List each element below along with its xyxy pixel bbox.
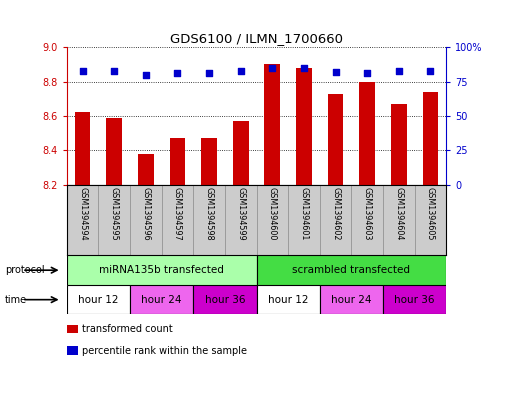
Bar bbox=[138, 154, 154, 185]
Text: hour 36: hour 36 bbox=[205, 295, 245, 305]
Bar bbox=[169, 138, 185, 185]
Bar bbox=[391, 104, 407, 185]
Bar bbox=[256, 285, 320, 314]
Bar bbox=[383, 285, 446, 314]
Bar bbox=[106, 118, 122, 185]
Text: GSM1394603: GSM1394603 bbox=[363, 187, 372, 240]
Point bbox=[205, 70, 213, 77]
Text: GSM1394599: GSM1394599 bbox=[236, 187, 245, 241]
Bar bbox=[201, 138, 217, 185]
Text: GSM1394595: GSM1394595 bbox=[110, 187, 119, 241]
Bar bbox=[233, 121, 249, 185]
Text: hour 24: hour 24 bbox=[142, 295, 182, 305]
Point bbox=[236, 67, 245, 73]
Point bbox=[300, 65, 308, 71]
Text: hour 36: hour 36 bbox=[394, 295, 435, 305]
Point bbox=[268, 65, 277, 71]
Text: GSM1394600: GSM1394600 bbox=[268, 187, 277, 240]
Bar bbox=[130, 285, 193, 314]
Text: hour 12: hour 12 bbox=[268, 295, 308, 305]
Bar bbox=[296, 68, 312, 185]
Point bbox=[142, 72, 150, 78]
Text: GSM1394601: GSM1394601 bbox=[300, 187, 308, 240]
Point bbox=[331, 69, 340, 75]
Text: GSM1394594: GSM1394594 bbox=[78, 187, 87, 241]
Text: GSM1394596: GSM1394596 bbox=[141, 187, 150, 241]
Point bbox=[394, 67, 403, 73]
Point bbox=[78, 67, 87, 73]
Bar bbox=[264, 64, 280, 185]
Bar bbox=[256, 255, 446, 285]
Point bbox=[426, 67, 435, 73]
Text: GSM1394605: GSM1394605 bbox=[426, 187, 435, 241]
Text: GSM1394602: GSM1394602 bbox=[331, 187, 340, 241]
Text: protocol: protocol bbox=[5, 265, 45, 275]
Text: miRNA135b transfected: miRNA135b transfected bbox=[99, 265, 224, 275]
Point bbox=[110, 67, 118, 73]
Bar bbox=[67, 285, 130, 314]
Text: hour 24: hour 24 bbox=[331, 295, 371, 305]
Bar bbox=[359, 81, 375, 185]
Text: percentile rank within the sample: percentile rank within the sample bbox=[82, 345, 247, 356]
Text: transformed count: transformed count bbox=[82, 324, 173, 334]
Bar bbox=[328, 94, 344, 185]
Text: scrambled transfected: scrambled transfected bbox=[292, 265, 410, 275]
Text: GSM1394598: GSM1394598 bbox=[205, 187, 213, 241]
Text: hour 12: hour 12 bbox=[78, 295, 119, 305]
Text: GSM1394597: GSM1394597 bbox=[173, 187, 182, 241]
Bar bbox=[67, 255, 256, 285]
Point bbox=[363, 70, 371, 77]
Text: GSM1394604: GSM1394604 bbox=[394, 187, 403, 240]
Title: GDS6100 / ILMN_1700660: GDS6100 / ILMN_1700660 bbox=[170, 31, 343, 44]
Bar bbox=[74, 112, 90, 185]
Text: time: time bbox=[5, 295, 27, 305]
Bar bbox=[193, 285, 256, 314]
Point bbox=[173, 70, 182, 77]
Bar bbox=[320, 285, 383, 314]
Bar bbox=[423, 92, 439, 185]
